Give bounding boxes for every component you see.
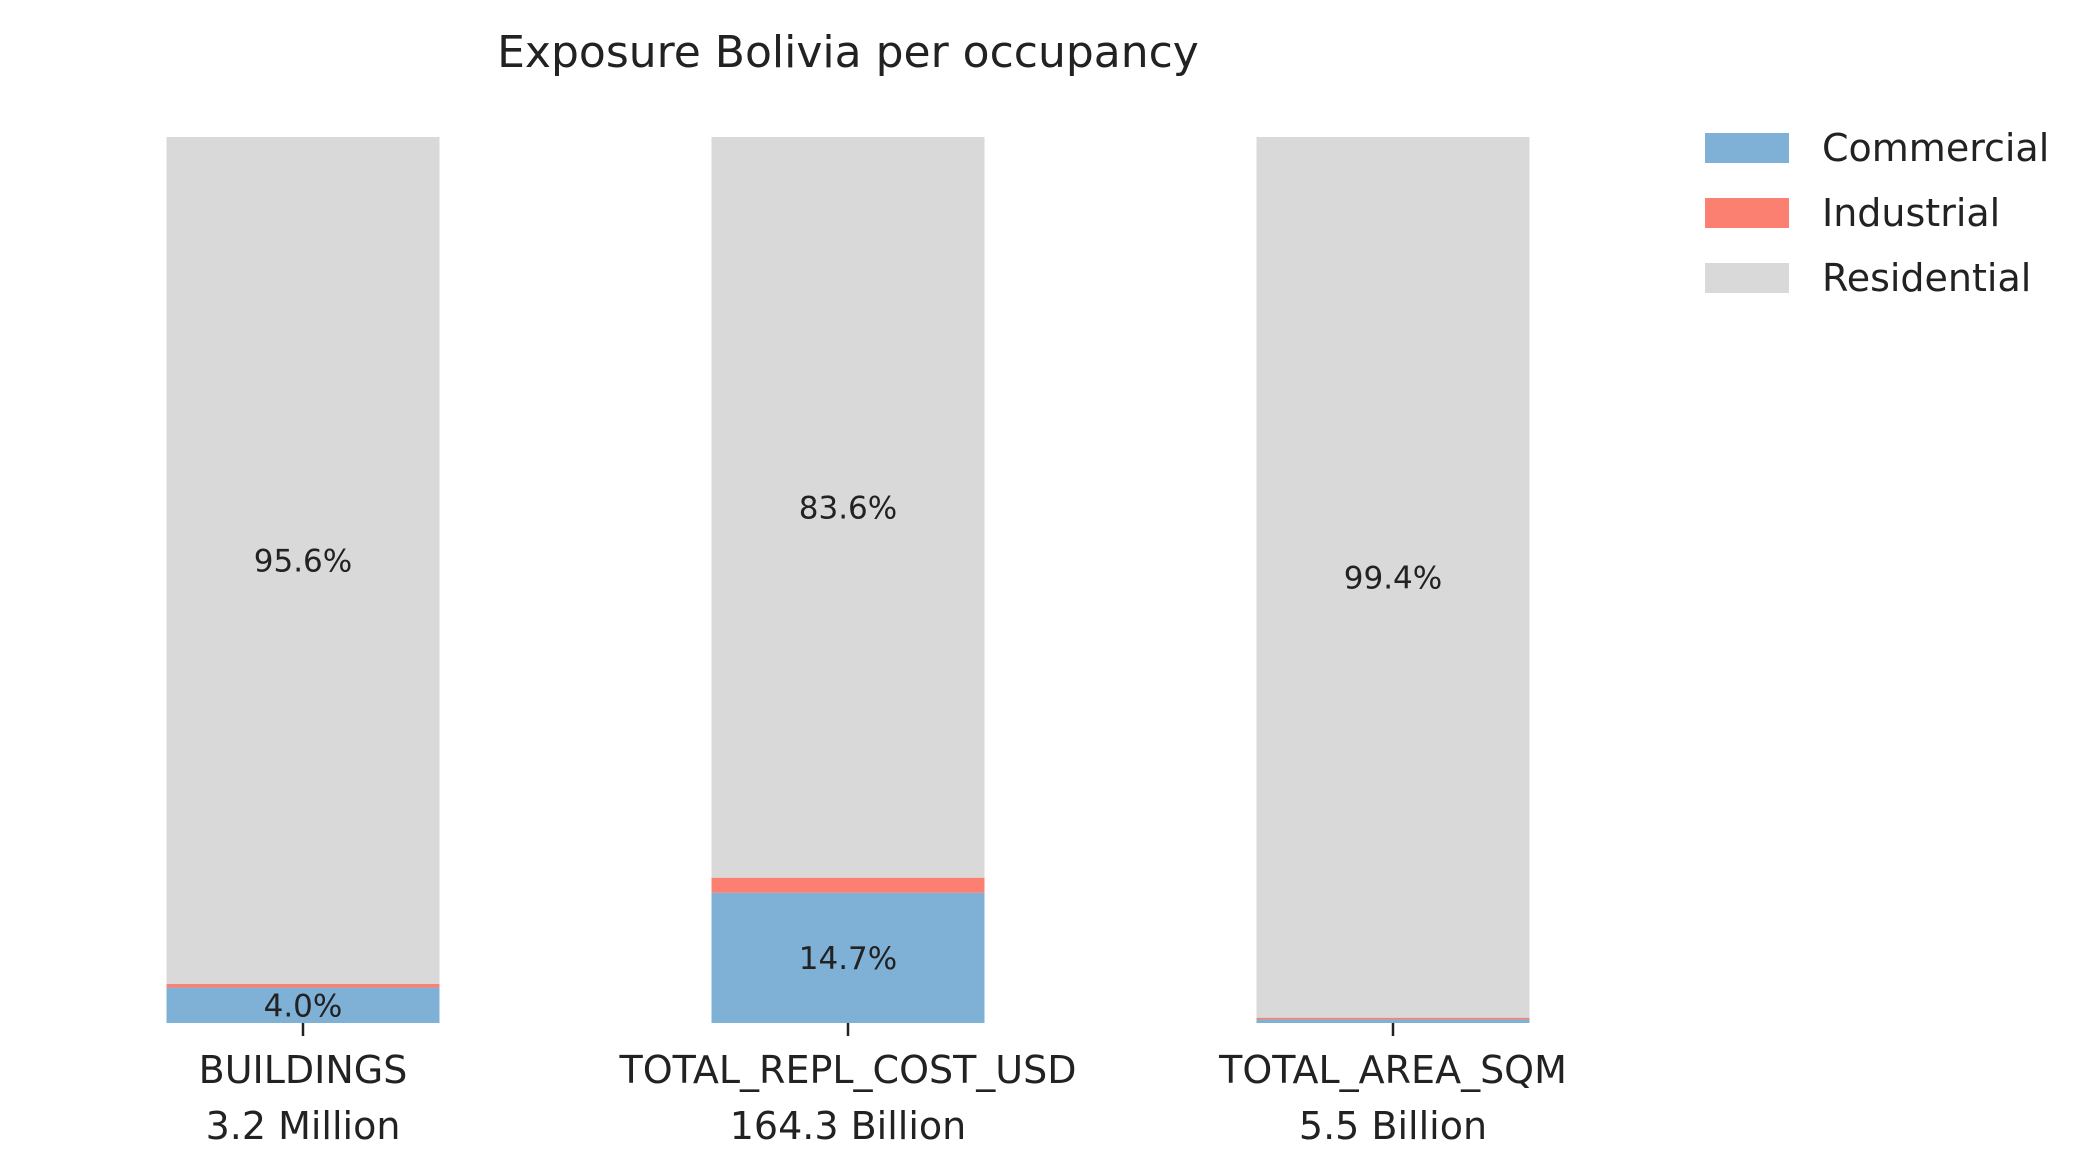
data-label-commercial-2: 14.7% <box>799 941 897 977</box>
bar-industrial-3 <box>1256 1017 1530 1020</box>
chart-title: Exposure Bolivia per occupancy <box>497 27 1199 78</box>
bar-commercial-3 <box>1256 1019 1530 1023</box>
legend-label-industrial: Industrial <box>1822 191 2000 235</box>
data-label-residential-1: 95.6% <box>254 544 352 580</box>
bar-residential-2 <box>711 137 985 878</box>
x-tick-label-1: BUILDINGS <box>199 1048 408 1092</box>
x-axis: BUILDINGS 3.2 Million TOTAL_REPL_COST_USD 1… <box>199 1023 1567 1148</box>
x-tick-label-2: TOTAL_REPL_COST_USD <box>618 1048 1076 1092</box>
bars-layer <box>166 137 1530 1023</box>
legend-swatch-commercial <box>1705 133 1789 163</box>
data-label-residential-3: 99.4% <box>1344 560 1442 596</box>
bar-commercial-2 <box>711 892 985 1023</box>
bar-commercial-1 <box>166 987 440 1023</box>
legend-label-commercial: Commercial <box>1822 126 2049 170</box>
data-labels-layer: 4.0% 95.6% 14.7% 83.6% 99.4% <box>254 490 1442 1024</box>
legend-label-residential: Residential <box>1822 256 2031 300</box>
legend-swatch-industrial <box>1705 198 1789 228</box>
bar-industrial-2 <box>711 877 985 893</box>
bar-residential-1 <box>166 137 440 985</box>
bar-industrial-1 <box>166 984 440 988</box>
x-tick-total-1: 3.2 Million <box>206 1104 401 1148</box>
legend: Commercial Industrial Residential <box>1705 126 2049 300</box>
x-tick-total-2: 164.3 Billion <box>730 1104 967 1148</box>
x-tick-total-3: 5.5 Billion <box>1299 1104 1487 1148</box>
data-label-residential-2: 83.6% <box>799 490 897 526</box>
data-label-commercial-1: 4.0% <box>264 988 343 1024</box>
x-tick-label-3: TOTAL_AREA_SQM <box>1218 1048 1567 1092</box>
bar-residential-3 <box>1256 137 1530 1018</box>
legend-swatch-residential <box>1705 263 1789 293</box>
